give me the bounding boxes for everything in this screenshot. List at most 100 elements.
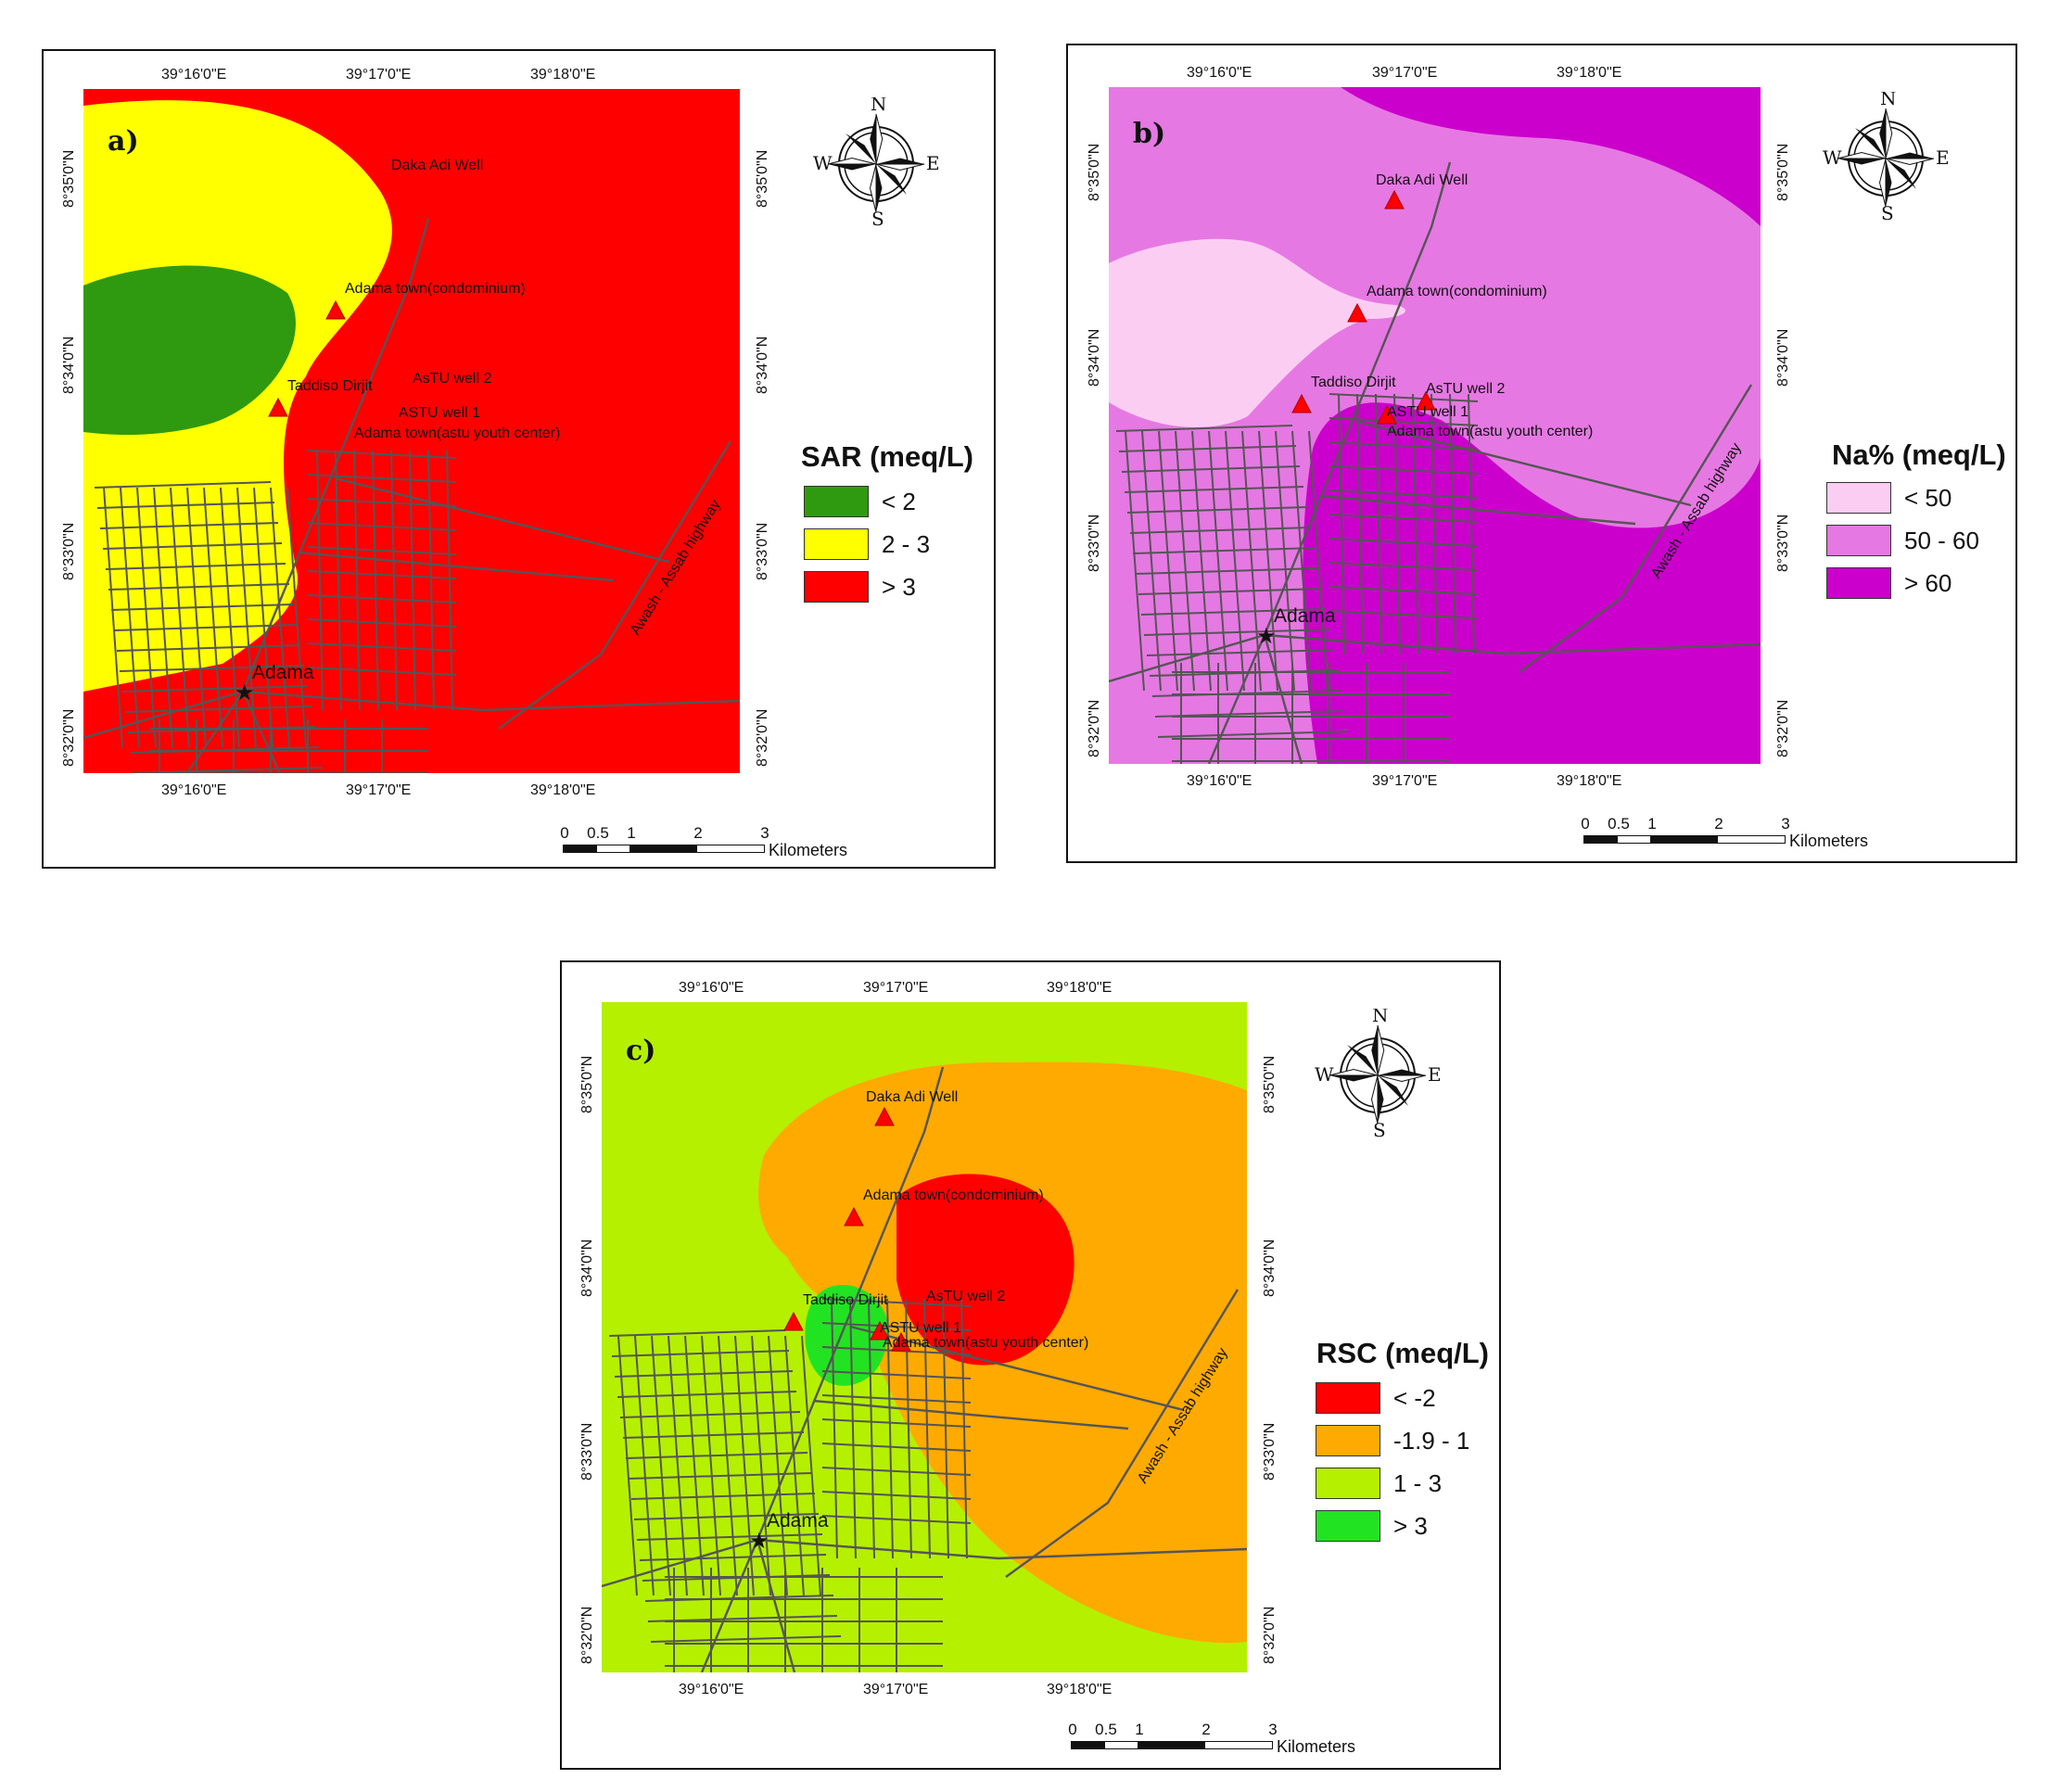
- street: [886, 1298, 894, 1559]
- street: [1118, 445, 1297, 452]
- street: [170, 487, 190, 748]
- road-segment: [498, 440, 732, 730]
- street: [905, 1298, 912, 1559]
- road-segment: [1005, 1289, 1240, 1578]
- street: [203, 487, 223, 748]
- street: [1291, 430, 1312, 692]
- road-segment: [812, 1399, 1129, 1430]
- city-label: Adama: [1274, 605, 1336, 627]
- street: [701, 1335, 721, 1596]
- site-label-condo: Adama town(condominium): [1367, 284, 1547, 299]
- coord-label-left: 8°32'0"N: [1087, 699, 1102, 757]
- coord-label-right: 8°34'0"N: [1262, 1239, 1278, 1297]
- street: [270, 487, 290, 748]
- legend-label: > 3: [1393, 1511, 1428, 1540]
- coord-label-bottom: 39°17'0"E: [1372, 773, 1438, 789]
- site-label-youth: Adama town(astu youth center): [354, 426, 560, 441]
- street: [1329, 610, 1479, 619]
- scale-segment: [1204, 1741, 1273, 1749]
- street: [236, 487, 257, 748]
- class-zone-high: [805, 1284, 888, 1386]
- legend-item: < -2: [1316, 1381, 1436, 1415]
- class-zone-high-ne: [1341, 87, 1761, 226]
- street: [116, 644, 301, 652]
- street: [608, 1329, 786, 1337]
- coord-label-bottom: 39°16'0"E: [1187, 773, 1252, 789]
- road-segment: [1319, 494, 1636, 526]
- legend-label: 50 - 60: [1904, 526, 1979, 554]
- street: [1275, 430, 1295, 692]
- city-star-icon: ★: [235, 680, 255, 705]
- coord-label-bottom: 39°17'0"E: [863, 1682, 929, 1697]
- class-zone-low: [83, 265, 296, 435]
- scale-tick-label: 2: [1202, 1721, 1211, 1738]
- coord-label-top: 39°16'0"E: [161, 67, 227, 83]
- street: [1258, 430, 1278, 692]
- site-label-condo: Adama town(condominium): [863, 1188, 1044, 1203]
- coord-label-right: 8°32'0"N: [755, 708, 770, 767]
- scale-segment: [1104, 1741, 1139, 1749]
- street: [821, 1322, 972, 1331]
- scale-tick-label: 3: [1268, 1721, 1278, 1738]
- road-segment: [1519, 384, 1753, 673]
- site-label-taddiso: Taddiso Dirjit: [1311, 375, 1396, 390]
- street: [1208, 430, 1228, 692]
- street: [124, 705, 312, 713]
- legend-swatch: [1316, 1510, 1380, 1542]
- compass-n-label: N: [1880, 92, 1897, 109]
- compass-w-label: W: [1823, 146, 1842, 169]
- scale-bar: 0 0.5 1 2 3 Kilometers: [560, 824, 896, 871]
- street: [136, 487, 157, 748]
- street: [307, 642, 457, 652]
- compass-e-label: E: [926, 152, 940, 174]
- scale-unit-label: Kilometers: [1789, 832, 1869, 850]
- street: [1175, 430, 1195, 692]
- street: [634, 1335, 655, 1596]
- legend-swatch: [804, 486, 869, 517]
- city-label: Adama: [767, 1510, 829, 1531]
- coord-label-top: 39°18'0"E: [1047, 980, 1112, 996]
- sample-site-marker: [874, 1106, 895, 1126]
- coord-label-left: 8°32'0"N: [579, 1606, 595, 1664]
- street: [1412, 393, 1419, 655]
- street: [923, 1298, 931, 1559]
- street: [1135, 567, 1319, 575]
- coord-label-top: 39°16'0"E: [679, 980, 744, 996]
- panel-label: c): [626, 1035, 655, 1067]
- street: [390, 450, 398, 711]
- legend-label: < 2: [882, 487, 916, 515]
- street: [1191, 430, 1212, 692]
- street: [1468, 393, 1475, 655]
- street: [1158, 430, 1178, 692]
- road-network: [1109, 161, 1761, 764]
- scale-segment: [696, 845, 765, 853]
- coord-label-left: 8°33'0"N: [61, 522, 77, 580]
- street: [1375, 393, 1382, 655]
- legend-label: -1.9 - 1: [1393, 1426, 1470, 1455]
- coord-label-top: 39°17'0"E: [1372, 65, 1438, 81]
- coord-label-right: 8°35'0"N: [1775, 143, 1791, 201]
- scale-segment: [596, 845, 631, 853]
- compass-e-label: E: [1428, 1063, 1442, 1086]
- legend-swatch: [1316, 1425, 1380, 1456]
- map-c: c) Daka Adi Well Adama town(condominium) T…: [602, 1002, 1247, 1672]
- street: [831, 1298, 838, 1559]
- street: [1329, 417, 1479, 426]
- legend-label: > 3: [882, 572, 916, 601]
- street: [784, 1335, 805, 1596]
- street: [1125, 430, 1145, 692]
- class-zone-low: [896, 1174, 1074, 1366]
- panel-label: b): [1133, 118, 1165, 150]
- site-label-astu1: ASTU well 1: [880, 1320, 961, 1336]
- legend-label: < -2: [1393, 1383, 1436, 1412]
- street: [103, 487, 123, 748]
- legend-title: RSC (meq/L): [1316, 1337, 1489, 1369]
- legend-item: > 3: [804, 570, 916, 604]
- street: [1138, 588, 1323, 595]
- compass-n-label: N: [871, 97, 887, 115]
- panel-label: a): [108, 125, 139, 158]
- legend-label: > 60: [1904, 568, 1952, 597]
- scale-segment: [1071, 1741, 1106, 1749]
- street: [307, 474, 457, 483]
- street: [1393, 393, 1401, 655]
